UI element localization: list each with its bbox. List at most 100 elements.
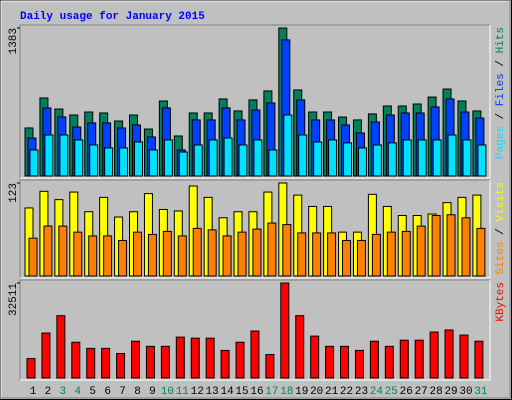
bar bbox=[163, 139, 173, 177]
bar bbox=[193, 144, 203, 177]
x-tick-label: 25 bbox=[385, 386, 398, 398]
x-tick-label: 4 bbox=[74, 386, 81, 398]
bar bbox=[208, 139, 218, 177]
y-tick-label: 1383 bbox=[8, 28, 20, 54]
y-tick-label: 32511 bbox=[8, 283, 20, 316]
bar bbox=[160, 345, 170, 379]
bar bbox=[342, 239, 352, 277]
x-tick-label: 17 bbox=[265, 386, 278, 398]
bar bbox=[297, 232, 307, 277]
bar bbox=[175, 336, 185, 379]
bar bbox=[177, 235, 187, 277]
legend-separator: / bbox=[495, 53, 507, 73]
bar bbox=[387, 142, 397, 177]
bar bbox=[446, 214, 456, 277]
bar bbox=[250, 330, 260, 379]
x-tick-label: 10 bbox=[161, 386, 174, 398]
x-tick-label: 22 bbox=[340, 386, 353, 398]
bar bbox=[268, 149, 278, 177]
x-tick-label: 5 bbox=[89, 386, 96, 398]
bar bbox=[101, 347, 111, 379]
x-tick-label: 26 bbox=[400, 386, 413, 398]
bar bbox=[298, 134, 308, 177]
x-tick-label: 24 bbox=[370, 386, 384, 398]
bar bbox=[103, 235, 113, 277]
x-tick-label: 1 bbox=[30, 386, 37, 398]
bar bbox=[41, 332, 51, 379]
x-tick-label: 19 bbox=[295, 386, 308, 398]
bar bbox=[369, 340, 379, 379]
bar bbox=[222, 235, 232, 277]
bar bbox=[253, 139, 263, 177]
bar bbox=[327, 232, 337, 277]
bar bbox=[71, 341, 81, 379]
bar bbox=[252, 228, 262, 277]
bar bbox=[190, 337, 200, 379]
bar bbox=[417, 139, 427, 177]
bar bbox=[447, 134, 457, 177]
legend-entry: Files bbox=[495, 73, 507, 106]
bar bbox=[73, 231, 83, 277]
bar bbox=[384, 345, 394, 379]
x-tick-label: 7 bbox=[119, 386, 126, 398]
bevel bbox=[20, 280, 491, 381]
x-tick-label: 30 bbox=[459, 386, 472, 398]
bar bbox=[357, 147, 367, 177]
bar bbox=[432, 139, 442, 177]
legend-separator: / bbox=[495, 222, 507, 242]
bar bbox=[267, 222, 277, 277]
bar bbox=[310, 335, 320, 379]
bar bbox=[461, 217, 471, 277]
bar bbox=[162, 230, 172, 277]
bar bbox=[235, 341, 245, 379]
bevel bbox=[20, 180, 491, 279]
bar bbox=[119, 147, 129, 177]
bar bbox=[444, 329, 454, 379]
bar bbox=[89, 144, 99, 177]
bar bbox=[145, 345, 155, 379]
legend-entry: Pages bbox=[495, 126, 507, 159]
x-tick-label: 2 bbox=[45, 386, 52, 398]
bevel bbox=[20, 25, 491, 179]
x-tick-label: 21 bbox=[325, 386, 339, 398]
bar bbox=[148, 149, 158, 177]
bar bbox=[325, 345, 335, 379]
x-tick-label: 16 bbox=[250, 386, 263, 398]
bar bbox=[134, 141, 144, 177]
legend: KBytes bbox=[495, 282, 507, 322]
bar bbox=[147, 233, 157, 277]
x-tick-label: 3 bbox=[60, 386, 67, 398]
bar bbox=[220, 349, 230, 379]
bar bbox=[416, 225, 426, 277]
bar bbox=[414, 339, 424, 379]
legend: Pages / Files / Hits bbox=[495, 27, 507, 159]
bar bbox=[44, 134, 54, 177]
x-tick-label: 20 bbox=[310, 386, 323, 398]
x-tick-label: 14 bbox=[220, 386, 234, 398]
bar bbox=[237, 231, 247, 277]
bar bbox=[477, 144, 487, 177]
bar bbox=[265, 354, 275, 379]
x-tick-label: 13 bbox=[206, 386, 219, 398]
bar bbox=[116, 352, 126, 379]
bar bbox=[386, 231, 396, 277]
bar bbox=[118, 239, 128, 277]
legend-separator: / bbox=[495, 106, 507, 126]
bar bbox=[238, 144, 248, 177]
bar bbox=[401, 230, 411, 277]
x-tick-label: 28 bbox=[430, 386, 443, 398]
bar bbox=[88, 235, 98, 277]
bar bbox=[282, 224, 292, 277]
bar bbox=[178, 151, 188, 177]
bar bbox=[207, 229, 217, 277]
bar bbox=[192, 227, 202, 277]
bar bbox=[280, 282, 290, 379]
x-tick-label: 18 bbox=[280, 386, 293, 398]
bar bbox=[295, 315, 305, 379]
bar bbox=[28, 237, 38, 277]
bar bbox=[26, 358, 36, 379]
x-tick-label: 15 bbox=[235, 386, 248, 398]
x-tick-label: 6 bbox=[104, 386, 111, 398]
